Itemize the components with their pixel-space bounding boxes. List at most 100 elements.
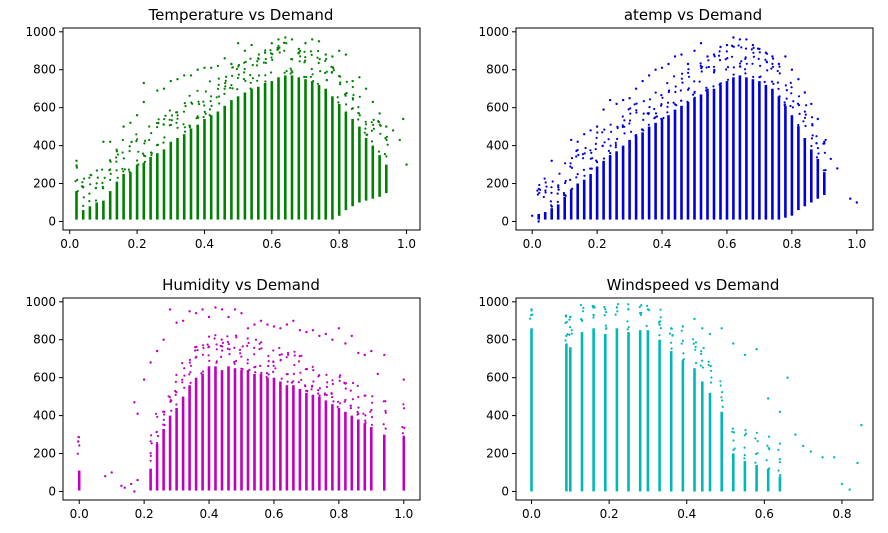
scatter-point xyxy=(130,140,133,143)
scatter-point xyxy=(224,82,227,85)
scatter-point xyxy=(790,68,794,71)
scatter-point-column xyxy=(764,84,768,220)
scatter-point xyxy=(223,87,226,90)
scatter-point xyxy=(370,121,373,124)
scatter-point xyxy=(235,336,238,339)
scatter-point xyxy=(163,410,166,413)
scatter-point-column xyxy=(285,385,289,491)
scatter-point xyxy=(128,170,131,173)
scatter-point xyxy=(726,57,729,60)
scatter-point xyxy=(255,64,258,67)
scatter-point xyxy=(264,61,267,64)
scatter-point xyxy=(234,359,238,363)
x-tick-label: 0.8 xyxy=(782,237,801,251)
y-tick-label: 800 xyxy=(486,333,509,347)
scatter-point-column xyxy=(658,339,661,492)
scatter-point xyxy=(659,327,662,330)
scatter-point xyxy=(331,66,334,69)
scatter-point xyxy=(700,350,703,353)
scatter-point xyxy=(732,45,735,48)
scatter-point xyxy=(721,391,724,394)
scatter-point xyxy=(370,415,374,419)
scatter-point xyxy=(382,400,385,403)
scatter-point xyxy=(175,121,178,124)
scatter-point-column xyxy=(102,200,105,220)
scatter-point-column xyxy=(383,434,386,491)
scatter-point xyxy=(265,376,268,379)
scatter-point xyxy=(142,81,145,85)
scatter-point xyxy=(364,421,367,424)
scatter-point xyxy=(789,81,792,84)
scatter-point xyxy=(336,96,339,99)
scatter-point xyxy=(338,49,341,52)
scatter-point xyxy=(542,195,545,199)
scatter-point xyxy=(738,38,742,41)
scatter-point xyxy=(156,434,160,438)
scatter-point xyxy=(254,338,258,341)
plot-frame xyxy=(62,27,421,231)
scatter-point xyxy=(310,388,313,391)
scatter-point xyxy=(692,93,695,96)
scatter-point xyxy=(82,186,85,189)
scatter-point xyxy=(569,315,572,319)
scatter-point-column xyxy=(115,181,119,220)
scatter-point xyxy=(204,112,207,115)
scatter-point xyxy=(317,392,320,395)
scatter-point-column xyxy=(602,160,605,220)
scatter-point xyxy=(660,117,663,120)
scatter-point xyxy=(236,88,239,91)
x-tick-label: 0.4 xyxy=(677,507,696,521)
scatter-point xyxy=(566,333,569,336)
y-tick-label: 800 xyxy=(33,63,56,77)
scatter-point xyxy=(200,372,203,375)
chart-title: Windspeed vs Demand xyxy=(607,276,780,294)
scatter-point xyxy=(188,373,191,376)
scatter-point xyxy=(324,53,327,56)
scatter-point xyxy=(855,201,858,204)
scatter-point xyxy=(810,137,814,140)
scatter-point xyxy=(224,79,227,82)
scatter-point xyxy=(269,49,272,52)
scatter-point xyxy=(345,103,348,106)
scatter-point xyxy=(712,53,716,56)
scatter-point xyxy=(136,412,139,415)
y-tick-label: 0 xyxy=(501,484,509,498)
scatter-point xyxy=(558,172,561,175)
scatter-point xyxy=(331,382,334,386)
chart-title: Temperature vs Demand xyxy=(148,6,334,24)
scatter-point-column xyxy=(784,105,787,218)
scatter-point xyxy=(331,338,334,341)
scatter-point xyxy=(672,75,676,78)
scatter-point xyxy=(626,328,629,331)
x-tick-label: 0.6 xyxy=(264,507,283,521)
scatter-point xyxy=(82,196,85,199)
scatter-point xyxy=(699,42,703,45)
scatter-point xyxy=(720,327,723,330)
scatter-point xyxy=(670,341,673,344)
scatter-point xyxy=(345,80,348,83)
y-tick-label: 200 xyxy=(33,447,56,461)
x-tick-label: 0.6 xyxy=(262,237,281,251)
scatter-point-column xyxy=(738,75,742,220)
scatter-point xyxy=(816,147,820,150)
scatter-point xyxy=(264,49,267,52)
scatter-point xyxy=(299,49,302,53)
scatter-point xyxy=(271,58,274,62)
scatter-point xyxy=(163,413,166,416)
scatter-point xyxy=(635,111,638,114)
scatter-point xyxy=(206,343,209,346)
scatter-point-column xyxy=(402,436,406,491)
scatter-point xyxy=(383,353,386,357)
scatter-point xyxy=(603,128,606,131)
scatter-point xyxy=(120,484,123,487)
scatter-point xyxy=(351,381,355,385)
scatter-point xyxy=(210,95,213,98)
scatter-point xyxy=(616,126,619,130)
scatter-point xyxy=(770,80,774,83)
y-tick-label: 800 xyxy=(486,63,509,77)
scatter-point xyxy=(582,168,586,171)
scatter-point xyxy=(571,187,574,190)
scatter-point xyxy=(183,102,186,105)
scatter-point xyxy=(731,430,734,433)
